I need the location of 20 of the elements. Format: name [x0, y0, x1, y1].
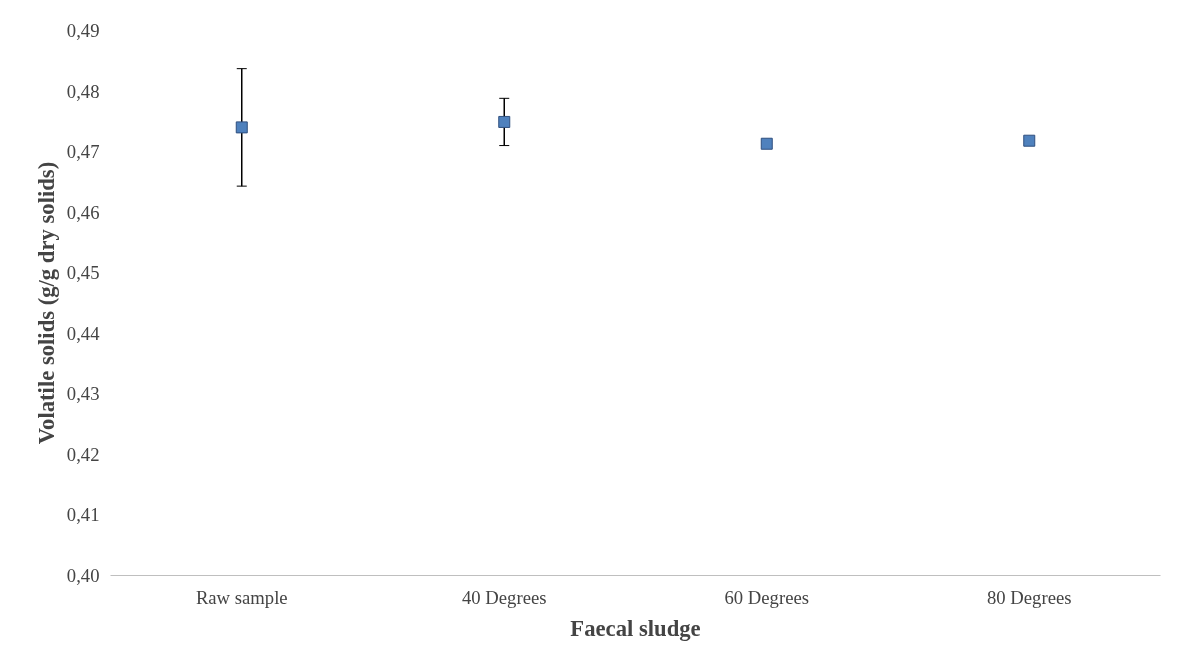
y-tick-label: 0,49 [66, 20, 100, 41]
x-axis-title: Faecal sludge [570, 615, 701, 641]
y-tick-label: 0,41 [66, 504, 100, 526]
y-axis-title: Volatile solids (g/g dry solids) [33, 161, 59, 445]
y-tick-label: 0,47 [66, 141, 100, 163]
x-tick-label: 60 Degrees [724, 586, 809, 608]
x-tick-label: 40 Degrees [462, 586, 547, 608]
y-tick-label: 0,42 [66, 443, 100, 465]
y-tick-label: 0,46 [66, 201, 100, 223]
point [498, 115, 511, 128]
point [235, 121, 248, 134]
point [760, 137, 773, 150]
y-tick-label: 0,43 [66, 383, 100, 405]
point [1023, 134, 1036, 147]
y-tick-label: 0,45 [66, 262, 100, 284]
y-tick-label: 0,40 [66, 565, 100, 586]
y-tick-label: 0,48 [66, 80, 100, 102]
x-tick-label: Raw sample [195, 586, 288, 608]
y-tick-label: 0,44 [66, 322, 101, 344]
x-tick-label: 80 Degrees [987, 586, 1072, 608]
